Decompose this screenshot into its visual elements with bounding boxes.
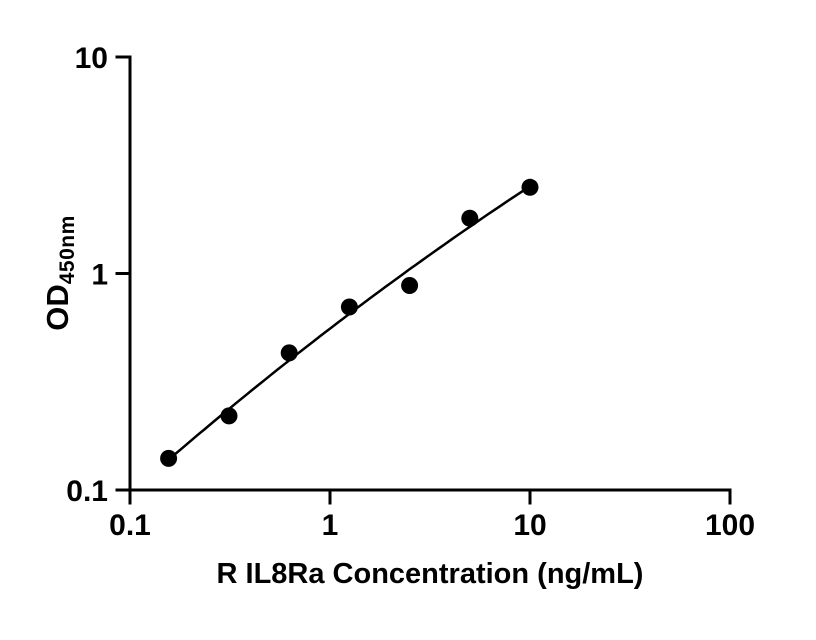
y-tick-label: 10 <box>75 42 108 75</box>
data-point <box>220 407 238 425</box>
x-axis-title: R IL8Ra Concentration (ng/mL) <box>216 558 644 590</box>
data-point <box>401 277 419 294</box>
data-point <box>160 449 178 467</box>
x-tick-label: 100 <box>705 509 755 542</box>
data-point <box>280 344 298 362</box>
x-tick-label: 10 <box>513 509 546 542</box>
x-tick-label: 1 <box>322 509 339 542</box>
x-tick-label: 0.1 <box>109 509 151 542</box>
data-point <box>521 178 539 196</box>
y-axis-title-subscript: 450nm <box>56 215 79 285</box>
y-tick-label: 1 <box>91 259 108 292</box>
y-tick-label: 0.1 <box>66 475 108 508</box>
data-point <box>340 298 358 316</box>
y-axis-title: OD450nm <box>37 123 79 423</box>
data-point <box>461 209 479 227</box>
y-axis-title-main: OD <box>40 284 75 331</box>
